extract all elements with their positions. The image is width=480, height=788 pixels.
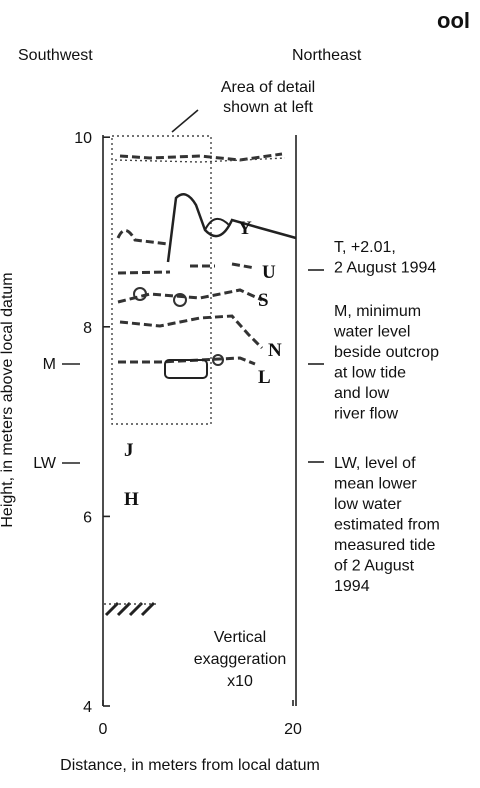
title: ool	[437, 8, 470, 33]
x-tick-label: 0	[99, 721, 108, 738]
level-note: M, minimum water level beside outcrop at lo…	[333, 303, 439, 423]
level-label: LW	[33, 455, 57, 472]
x-tick-label: 20	[284, 721, 302, 738]
y-tick-label: 10	[74, 130, 92, 147]
note-line: Area of detail	[221, 79, 315, 96]
x-axis-label: Distance, in meters from local datum	[60, 757, 320, 774]
y-tick-label: 8	[83, 320, 92, 337]
y-axis-label: Height, in meters above local datum	[0, 272, 16, 527]
note-line: mean lower	[334, 476, 417, 493]
note-line: shown at left	[223, 99, 313, 116]
note-line: 2 August 1994	[334, 260, 436, 277]
note-line: Vertical	[214, 629, 266, 646]
note-line: beside outcrop	[334, 344, 439, 361]
note-line: river flow	[334, 406, 398, 423]
level-note: T, +2.01, 2 August 1994	[334, 239, 436, 277]
y-tick-label: 4	[83, 699, 92, 716]
detail-box	[111, 135, 212, 425]
note-line: and low	[334, 385, 390, 402]
note-line: x10	[227, 673, 253, 690]
leader	[171, 109, 199, 133]
note-line: exaggeration	[194, 651, 287, 668]
exaggeration-note: Vertical exaggeration x10	[194, 629, 287, 690]
unit-label: L	[258, 367, 271, 388]
note-line: at low tide	[334, 365, 406, 382]
direction-right: Northeast	[292, 47, 362, 64]
note-line: M, minimum	[334, 303, 421, 320]
unit-label: U	[262, 262, 276, 283]
level-note: LW, level of mean lower low water estimated…	[334, 455, 440, 595]
detail-note: Area of detail shown at left	[221, 79, 315, 116]
note-line: LW, level of	[334, 455, 416, 472]
note-line: T, +2.01,	[334, 239, 396, 256]
layers	[104, 152, 297, 617]
unit-label: N	[268, 340, 282, 361]
note-line: low water	[334, 496, 402, 513]
note-line: estimated from	[334, 517, 440, 534]
note-line: water level	[333, 324, 410, 341]
unit-label: H	[124, 489, 139, 510]
direction-left: Southwest	[18, 47, 93, 64]
y-tick-label: 6	[83, 509, 92, 526]
level-label: M	[43, 356, 56, 373]
unit-label: J	[124, 440, 134, 461]
note-line: 1994	[334, 578, 370, 595]
unit-label: Y	[238, 218, 252, 239]
note-line: measured tide	[334, 537, 435, 554]
unit-label: S	[258, 290, 269, 311]
note-line: of 2 August	[334, 558, 415, 575]
